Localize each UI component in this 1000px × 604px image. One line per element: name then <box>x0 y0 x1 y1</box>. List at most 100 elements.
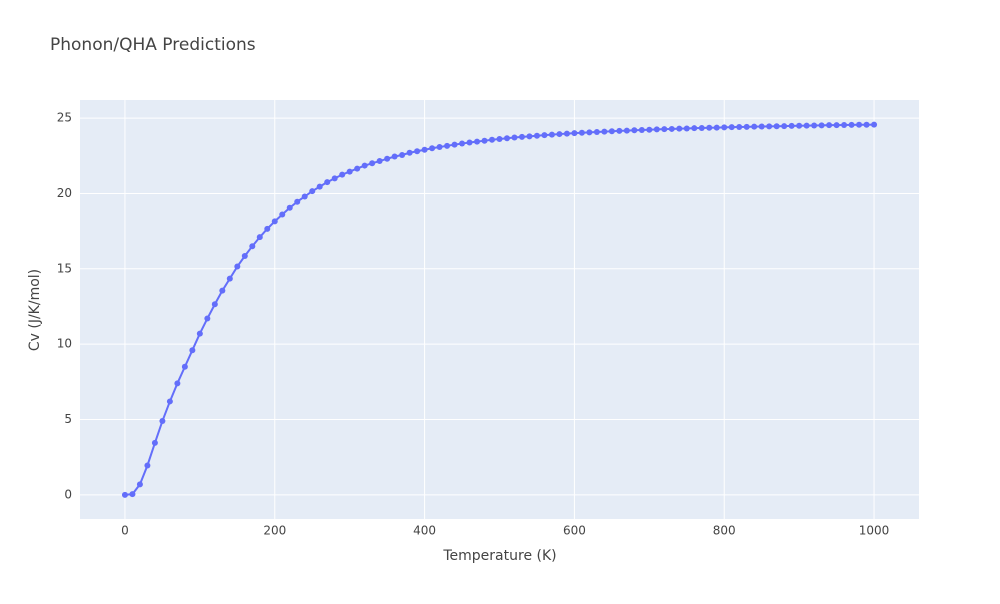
marker <box>316 183 323 190</box>
marker <box>638 126 645 133</box>
marker <box>623 127 630 134</box>
marker <box>391 153 398 160</box>
marker <box>796 122 803 129</box>
marker <box>646 126 653 133</box>
marker <box>578 129 585 136</box>
marker <box>369 160 376 167</box>
marker <box>571 130 578 137</box>
marker <box>593 128 600 135</box>
marker <box>121 491 128 498</box>
marker <box>444 142 451 149</box>
marker <box>226 275 233 282</box>
y-tick-label: 5 <box>64 412 72 426</box>
marker <box>841 122 848 129</box>
marker <box>706 124 713 131</box>
marker <box>728 124 735 131</box>
y-tick-label: 25 <box>57 111 72 125</box>
marker <box>324 179 331 186</box>
marker <box>241 252 248 259</box>
marker <box>683 125 690 132</box>
marker <box>151 439 158 446</box>
marker <box>631 127 638 134</box>
marker <box>668 125 675 132</box>
marker <box>129 491 136 498</box>
marker <box>833 122 840 129</box>
x-tick-label: 800 <box>713 524 736 538</box>
marker <box>271 218 278 225</box>
x-tick-label: 600 <box>563 524 586 538</box>
marker <box>249 243 256 250</box>
marker <box>459 140 466 147</box>
marker <box>773 123 780 130</box>
marker <box>586 129 593 136</box>
marker <box>781 123 788 130</box>
marker <box>294 198 301 205</box>
marker <box>309 188 316 195</box>
marker <box>533 132 540 139</box>
marker <box>421 146 428 153</box>
marker <box>691 125 698 132</box>
marker <box>526 133 533 140</box>
marker <box>436 144 443 151</box>
marker <box>563 130 570 137</box>
marker <box>451 141 458 148</box>
marker <box>376 158 383 165</box>
marker <box>713 124 720 131</box>
marker <box>616 127 623 134</box>
marker <box>256 234 263 241</box>
marker <box>826 122 833 129</box>
chart-title: Phonon/QHA Predictions <box>50 35 256 55</box>
marker <box>234 263 241 270</box>
marker <box>399 152 406 159</box>
marker <box>481 137 488 144</box>
marker <box>788 122 795 129</box>
y-tick-label: 20 <box>57 186 72 200</box>
marker <box>174 380 181 387</box>
marker <box>871 121 878 128</box>
marker <box>676 125 683 132</box>
marker <box>159 418 166 425</box>
marker <box>811 122 818 129</box>
marker <box>301 193 308 200</box>
y-axis-label: Cv (J/K/mol) <box>27 269 43 351</box>
marker <box>511 134 518 141</box>
marker <box>608 128 615 135</box>
marker <box>518 133 525 140</box>
y-tick-label: 0 <box>64 487 72 501</box>
marker <box>548 131 555 138</box>
marker <box>189 347 196 354</box>
marker <box>406 149 413 156</box>
marker <box>361 162 368 169</box>
marker <box>863 121 870 128</box>
marker <box>496 136 503 143</box>
marker <box>414 148 421 155</box>
x-tick-label: 200 <box>263 524 286 538</box>
marker <box>331 175 338 182</box>
marker <box>286 204 293 211</box>
marker <box>661 126 668 133</box>
marker <box>743 123 750 130</box>
marker <box>758 123 765 130</box>
marker <box>698 125 705 132</box>
marker <box>653 126 660 133</box>
marker <box>354 165 361 172</box>
marker <box>474 138 481 145</box>
marker <box>736 123 743 130</box>
marker <box>751 123 758 130</box>
marker <box>204 315 211 322</box>
marker <box>144 462 151 469</box>
marker <box>219 287 226 294</box>
x-axis-label: Temperature (K) <box>442 548 556 564</box>
x-tick-label: 0 <box>121 524 129 538</box>
marker <box>601 128 608 135</box>
marker <box>181 363 188 370</box>
marker <box>211 301 218 308</box>
marker <box>384 155 391 162</box>
marker <box>503 135 510 142</box>
marker <box>848 121 855 128</box>
y-tick-label: 10 <box>57 337 72 351</box>
marker <box>856 121 863 128</box>
marker <box>429 145 436 152</box>
marker <box>541 132 548 139</box>
